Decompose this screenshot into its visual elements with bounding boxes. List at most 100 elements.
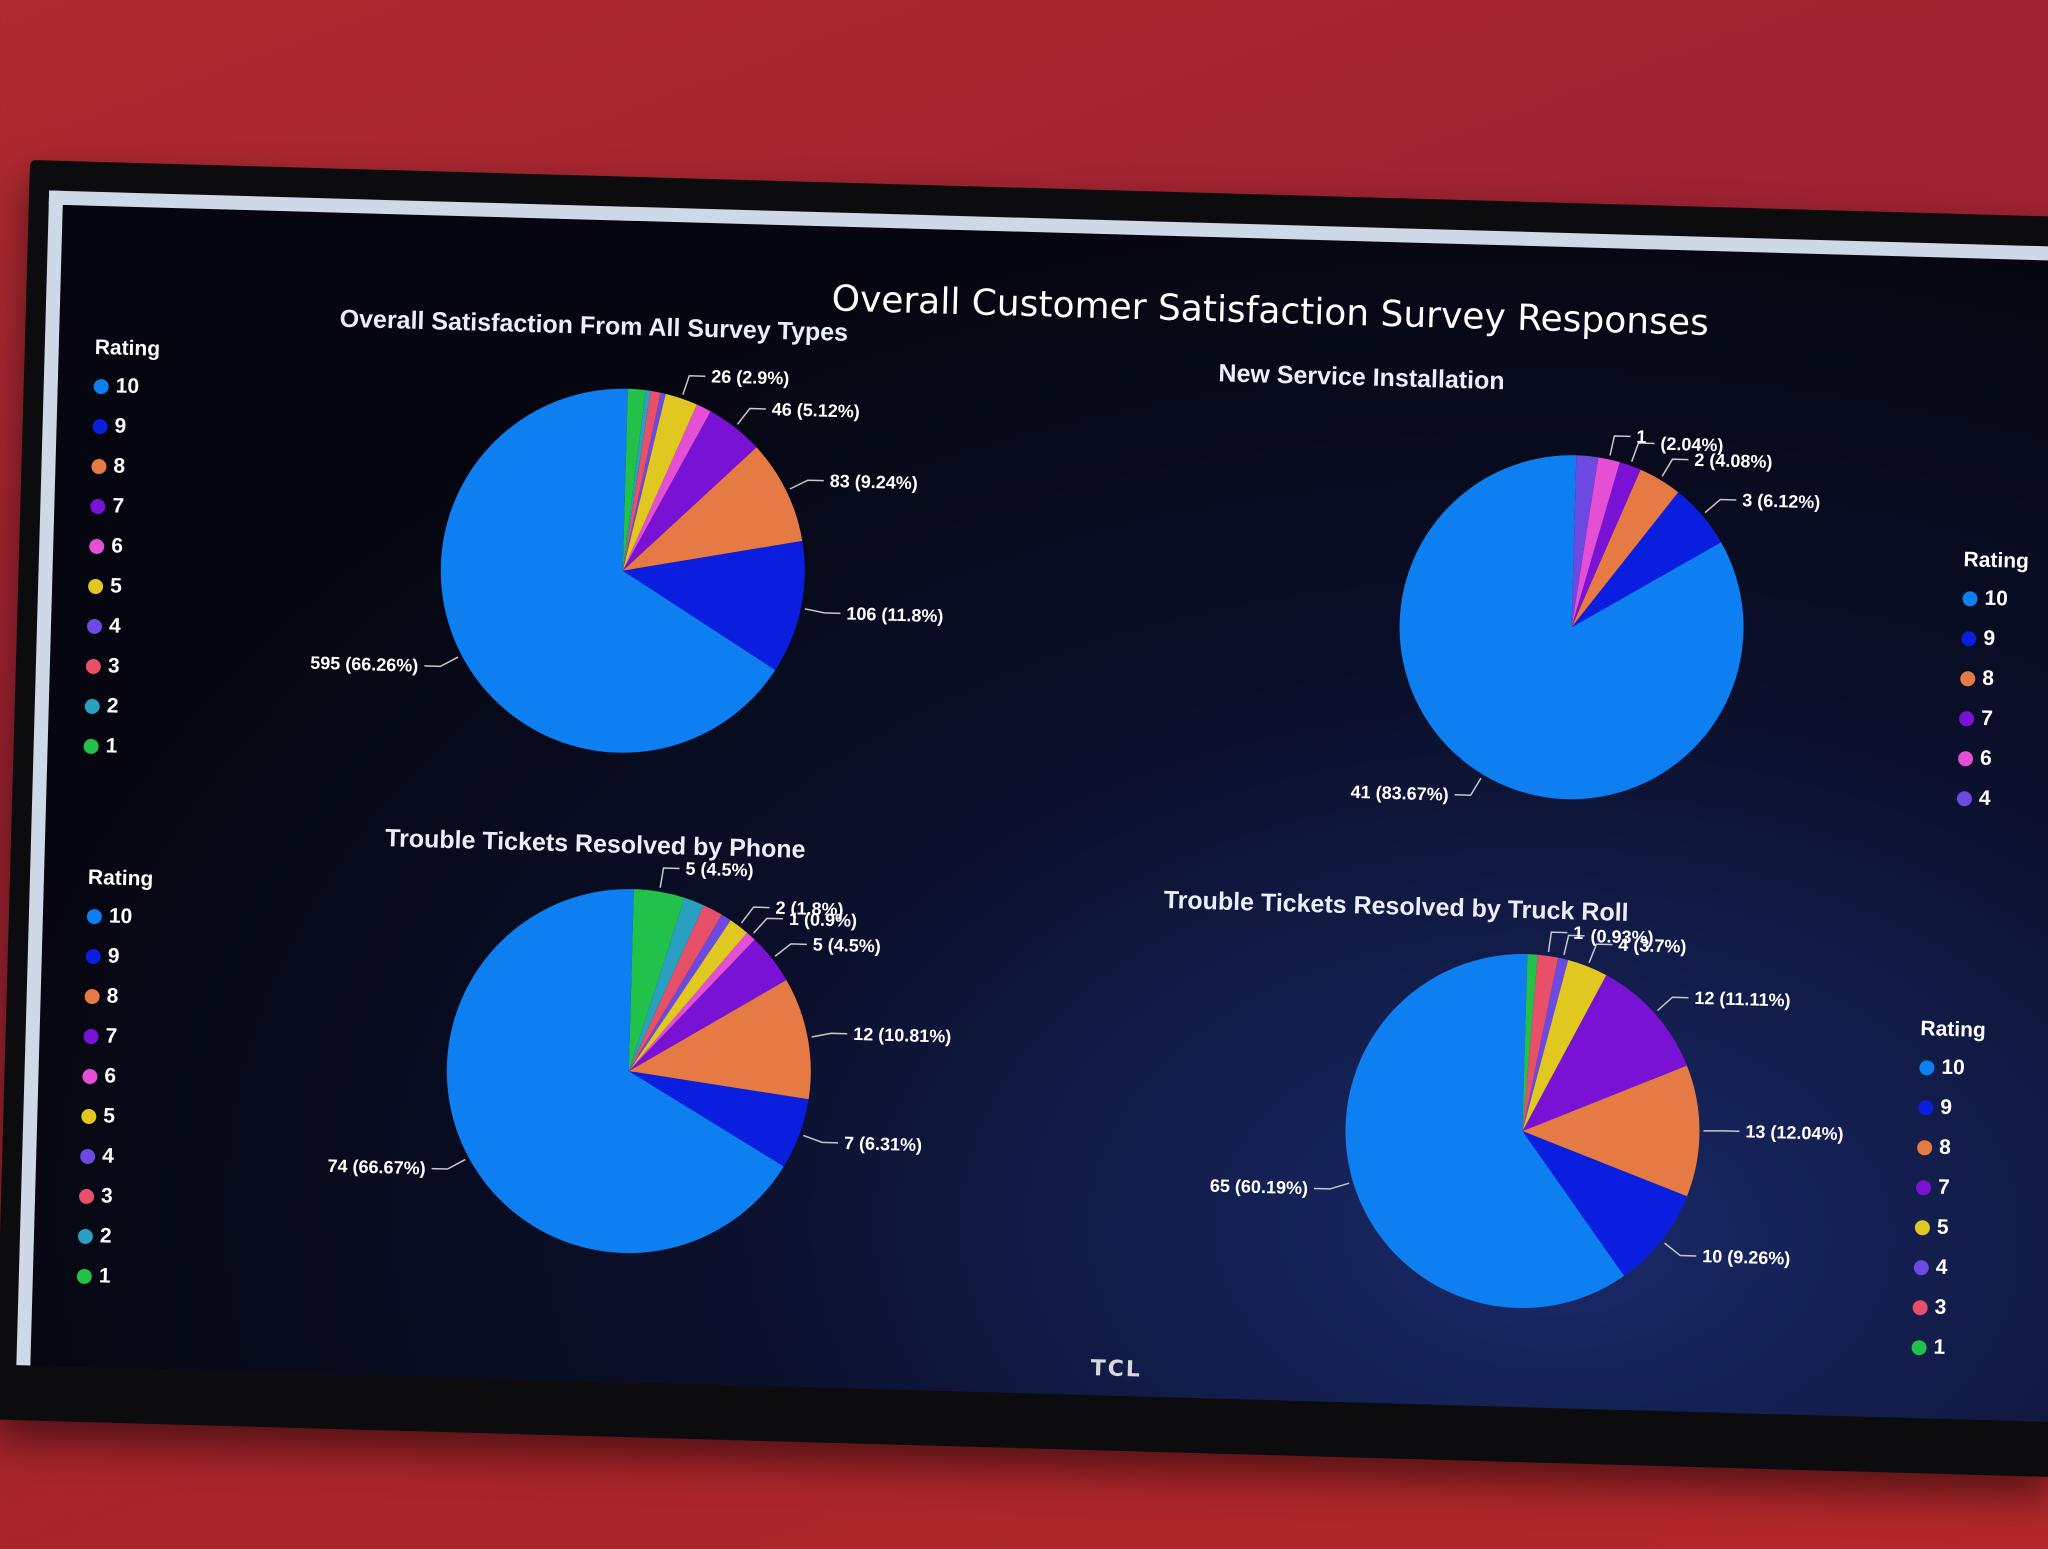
pie-slice-rating-8[interactable]: [622, 444, 805, 576]
legend-swatch: [78, 1188, 95, 1204]
legend-label: 4: [1978, 786, 1991, 810]
legend-item-4[interactable]: 4: [1956, 778, 2022, 820]
pie-slice-rating-7[interactable]: [622, 409, 758, 574]
legend-item-3[interactable]: 3: [85, 646, 151, 688]
legend-item-4[interactable]: 4: [86, 606, 152, 648]
legend-item-7[interactable]: 7: [83, 1016, 149, 1058]
legend-item-9[interactable]: 9: [92, 406, 158, 448]
pie-slice-rating-9[interactable]: [1519, 1131, 1689, 1278]
pie-slice-rating-6[interactable]: [622, 403, 711, 573]
label-leader-line: [736, 407, 766, 425]
legend-item-6[interactable]: 6: [1957, 738, 2023, 780]
data-label-rating-10: 41 (83.67%): [1350, 782, 1449, 805]
legend-item-4[interactable]: 4: [1913, 1247, 1979, 1289]
chart-title-new-install: New Service Installation: [1218, 359, 1506, 396]
legend-label: 10: [1941, 1055, 1966, 1080]
legend-swatch: [85, 948, 102, 964]
legend-item-1[interactable]: 1: [76, 1256, 142, 1298]
legend-item-10[interactable]: 10: [93, 366, 159, 408]
label-leader-line: [753, 917, 784, 934]
legend-item-8[interactable]: 8: [91, 446, 157, 488]
legend-item-9[interactable]: 9: [1918, 1087, 1984, 1129]
legend-item-7[interactable]: 7: [90, 486, 156, 528]
legend-item-10[interactable]: 10: [1962, 578, 2028, 620]
legend-item-3[interactable]: 3: [1912, 1287, 1978, 1329]
legend-item-1[interactable]: 1: [1911, 1327, 1977, 1369]
legend-swatch: [1918, 1099, 1934, 1116]
legend-item-6[interactable]: 6: [82, 1056, 148, 1098]
legend-item-2[interactable]: 2: [84, 686, 150, 728]
legend-item-8[interactable]: 8: [1916, 1127, 1983, 1169]
pie-slice-rating-5[interactable]: [622, 393, 697, 573]
legend-item-10[interactable]: 10: [86, 896, 152, 938]
legend-swatch: [1911, 1339, 1927, 1355]
legend-item-9[interactable]: 9: [85, 936, 151, 978]
pie-slice-rating-1[interactable]: [1522, 954, 1538, 1132]
legend-swatch: [1914, 1219, 1931, 1235]
legend-swatch: [83, 1028, 99, 1044]
pie-slice-rating-10[interactable]: [442, 884, 792, 1257]
legend-swatch: [1912, 1299, 1928, 1315]
legend-item-6[interactable]: 6: [89, 526, 155, 568]
legend-swatch: [1919, 1059, 1935, 1076]
label-leader-line: [1664, 1242, 1697, 1257]
pie-slice-rating-3[interactable]: [628, 903, 722, 1073]
pie-slice-rating-9[interactable]: [620, 536, 806, 671]
pie-slice-rating-4[interactable]: [622, 392, 666, 572]
legend-label: 1: [105, 734, 118, 758]
pie-slice-rating-5[interactable]: [1522, 959, 1607, 1133]
legend-label: 9: [1939, 1095, 1953, 1120]
legend-phone: Rating 10 9 8 7 6 5 4 3 2 1: [76, 866, 154, 1298]
pie-slice-rating-4[interactable]: [1522, 957, 1569, 1132]
legend-item-10[interactable]: 10: [1919, 1047, 1985, 1089]
pie-slice-rating-6[interactable]: [1571, 457, 1620, 629]
pie-slice-rating-7[interactable]: [1571, 461, 1641, 629]
pie-slice-rating-8[interactable]: [628, 976, 813, 1100]
legend-item-3[interactable]: 3: [78, 1176, 145, 1218]
pie-slice-rating-4[interactable]: [1571, 455, 1599, 628]
pie-slice-rating-7[interactable]: [1522, 973, 1689, 1136]
legend-item-7[interactable]: 7: [1915, 1167, 1981, 1209]
legend-item-1[interactable]: 1: [83, 726, 149, 768]
legend-item-8[interactable]: 8: [84, 976, 150, 1018]
legend-label: 7: [1980, 706, 1994, 731]
legend-item-5[interactable]: 5: [81, 1096, 147, 1138]
label-leader-line: [1704, 498, 1737, 514]
pie-slice-rating-7[interactable]: [628, 936, 788, 1075]
legend-item-5[interactable]: 5: [87, 566, 154, 608]
pie-slice-rating-8[interactable]: [1521, 1061, 1702, 1197]
pie-slice-rating-1[interactable]: [628, 889, 685, 1072]
label-leader-line: [774, 943, 807, 957]
pie-slice-rating-8[interactable]: [1571, 468, 1679, 630]
pie-slice-rating-10[interactable]: [1395, 450, 1748, 803]
legend-swatch: [83, 738, 99, 754]
pie-slice-rating-6[interactable]: [628, 930, 755, 1075]
legend-item-5[interactable]: 5: [1914, 1207, 1980, 1249]
legend-label: 1: [1933, 1335, 1946, 1359]
pie-slice-rating-9[interactable]: [626, 1071, 809, 1167]
data-label-rating-8: 13 (12.04%): [1745, 1121, 1844, 1144]
chart-title-phone: Trouble Tickets Resolved by Phone: [384, 824, 806, 864]
legend-item-2[interactable]: 2: [77, 1216, 143, 1258]
data-label-rating-9: 7 (6.31%): [844, 1133, 923, 1155]
pie-slice-rating-10[interactable]: [436, 384, 783, 757]
data-label-rating-7: 5 (4.5%): [813, 934, 882, 956]
pie-slice-rating-1[interactable]: [622, 388, 646, 571]
pie-slice-rating-4[interactable]: [628, 912, 731, 1074]
legend-item-8[interactable]: 8: [1960, 658, 2026, 700]
legend-title: Rating: [94, 335, 161, 361]
pie-slice-rating-3[interactable]: [622, 390, 661, 571]
legend-label: 3: [107, 654, 120, 678]
pie-slice-rating-2[interactable]: [622, 390, 651, 572]
legend-item-9[interactable]: 9: [1961, 618, 2027, 660]
legend-item-4[interactable]: 4: [80, 1136, 146, 1178]
pie-slice-rating-10[interactable]: [1341, 949, 1633, 1311]
pie-slice-rating-2[interactable]: [628, 896, 704, 1073]
pie-slice-rating-5[interactable]: [628, 918, 748, 1075]
pie-slice-rating-3[interactable]: [1522, 954, 1559, 1132]
data-label-rating-10: 65 (60.19%): [1210, 1176, 1309, 1199]
pie-slice-rating-9[interactable]: [1571, 489, 1723, 631]
legend-swatch: [1962, 590, 1978, 607]
legend-item-7[interactable]: 7: [1958, 698, 2025, 740]
legend-swatch: [89, 538, 105, 554]
